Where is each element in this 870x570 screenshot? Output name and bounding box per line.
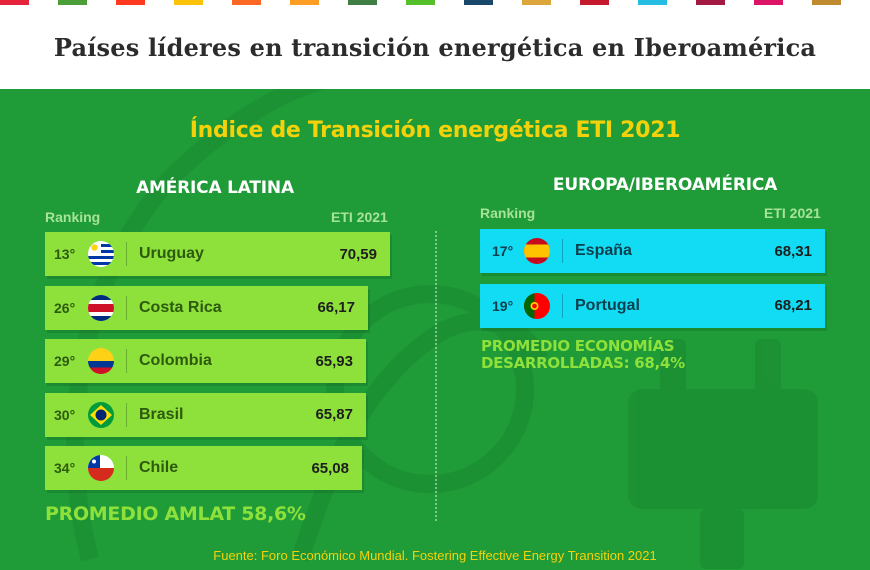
source-note: Fuente: Foro Económico Mundial. Fosterin…	[213, 548, 657, 563]
costa-rica-flag-icon	[88, 294, 114, 321]
value-label: 68,21	[774, 297, 812, 314]
portugal-flag-icon	[524, 292, 550, 319]
latam-title: AMÉRICA LATINA	[136, 178, 294, 198]
country-label: Portugal	[575, 296, 640, 314]
rank-label: 29°	[54, 353, 76, 369]
bar-costa-rica: 26° Costa Rica 66,17	[45, 285, 368, 330]
country-label: Costa Rica	[139, 298, 222, 316]
rank-label: 34°	[54, 460, 76, 476]
country-label: Colombia	[139, 352, 212, 369]
row-separator	[126, 295, 127, 320]
bar-españa: 17° España 68,31	[480, 229, 825, 273]
sdg-stripe	[812, 0, 841, 5]
sdg-color-strip	[0, 0, 870, 5]
sdg-stripe	[435, 0, 464, 5]
chile-flag-icon	[88, 455, 114, 481]
value-label: 65,93	[315, 352, 353, 370]
europe-eti-label: ETI 2021	[764, 205, 821, 221]
sdg-stripe	[725, 0, 754, 5]
sdg-stripe	[580, 0, 609, 5]
rank-label: 26°	[54, 299, 76, 316]
latam-eti-label: ETI 2021	[331, 209, 388, 225]
sdg-stripe	[638, 0, 667, 5]
sdg-stripe	[522, 0, 551, 5]
sdg-stripe	[493, 0, 522, 5]
row-separator	[126, 402, 127, 427]
row-separator	[126, 242, 127, 266]
sdg-stripe	[783, 0, 812, 5]
sdg-stripe	[377, 0, 406, 5]
value-label: 70,59	[339, 245, 377, 263]
europe-ranking-label: Ranking	[480, 205, 536, 221]
sdg-stripe	[58, 0, 87, 5]
row-separator	[126, 456, 127, 480]
row-separator	[562, 293, 563, 318]
rank-label: 17°	[492, 243, 514, 259]
sdg-stripe	[667, 0, 696, 5]
colombia-flag-icon	[88, 348, 114, 374]
sdg-stripe	[551, 0, 580, 5]
bar-uruguay: 13° Uruguay 70,59	[45, 232, 390, 276]
sdg-stripe	[841, 0, 870, 5]
value-label: 65,08	[311, 459, 349, 477]
country-label: Uruguay	[139, 245, 204, 262]
europe-average-line1: PROMEDIO ECONOMÍAS	[481, 337, 675, 355]
sdg-stripe	[145, 0, 174, 5]
value-label: 65,87	[315, 406, 353, 423]
page-title: Países líderes en transición energética …	[53, 32, 817, 62]
bar-brasil: 30° Brasil 65,87	[45, 392, 366, 437]
header: Países líderes en transición energética …	[0, 5, 870, 89]
country-label: Brasil	[139, 405, 184, 423]
sdg-stripe	[87, 0, 116, 5]
rank-label: 30°	[54, 406, 76, 423]
row-separator	[126, 349, 127, 373]
rank-label: 13°	[54, 246, 76, 262]
uruguay-flag-icon	[88, 241, 114, 267]
sdg-stripe	[406, 0, 435, 5]
sdg-stripe	[174, 0, 203, 5]
country-label: Chile	[139, 459, 179, 476]
column-divider	[435, 231, 437, 521]
sdg-stripe	[116, 0, 145, 5]
brazil-flag-icon	[88, 401, 114, 428]
chart-subtitle: Índice de Transición energética ETI 2021	[189, 118, 681, 143]
sdg-stripe	[290, 0, 319, 5]
value-label: 66,17	[317, 299, 355, 316]
sdg-stripe	[319, 0, 348, 5]
bar-portugal: 19° Portugal 68,21	[480, 283, 825, 328]
latam-average: PROMEDIO AMLAT 58,6%	[45, 503, 306, 525]
sdg-stripe	[609, 0, 638, 5]
sdg-stripe	[203, 0, 232, 5]
europe-average-line2: DESARROLLADAS: 68,4%	[481, 354, 685, 372]
sdg-stripe	[232, 0, 261, 5]
spain-flag-icon	[524, 238, 550, 264]
chart-panel: Índice de Transición energética ETI 2021…	[0, 89, 870, 570]
europe-average: PROMEDIO ECONOMÍAS DESARROLLADAS: 68,4%	[481, 338, 685, 372]
sdg-stripe	[464, 0, 493, 5]
sdg-stripe	[696, 0, 725, 5]
bar-chile: 34° Chile 65,08	[45, 446, 362, 490]
row-separator	[562, 239, 563, 263]
bar-colombia: 29° Colombia 65,93	[45, 339, 366, 383]
country-label: España	[575, 242, 632, 259]
sdg-stripe	[261, 0, 290, 5]
sdg-stripe	[348, 0, 377, 5]
rank-label: 19°	[492, 297, 514, 314]
sdg-stripe	[0, 0, 29, 5]
sdg-stripe	[754, 0, 783, 5]
europe-title: EUROPA/IBEROAMÉRICA	[552, 175, 778, 195]
sdg-stripe	[29, 0, 58, 5]
value-label: 68,31	[774, 242, 812, 260]
latam-ranking-label: Ranking	[45, 209, 101, 225]
